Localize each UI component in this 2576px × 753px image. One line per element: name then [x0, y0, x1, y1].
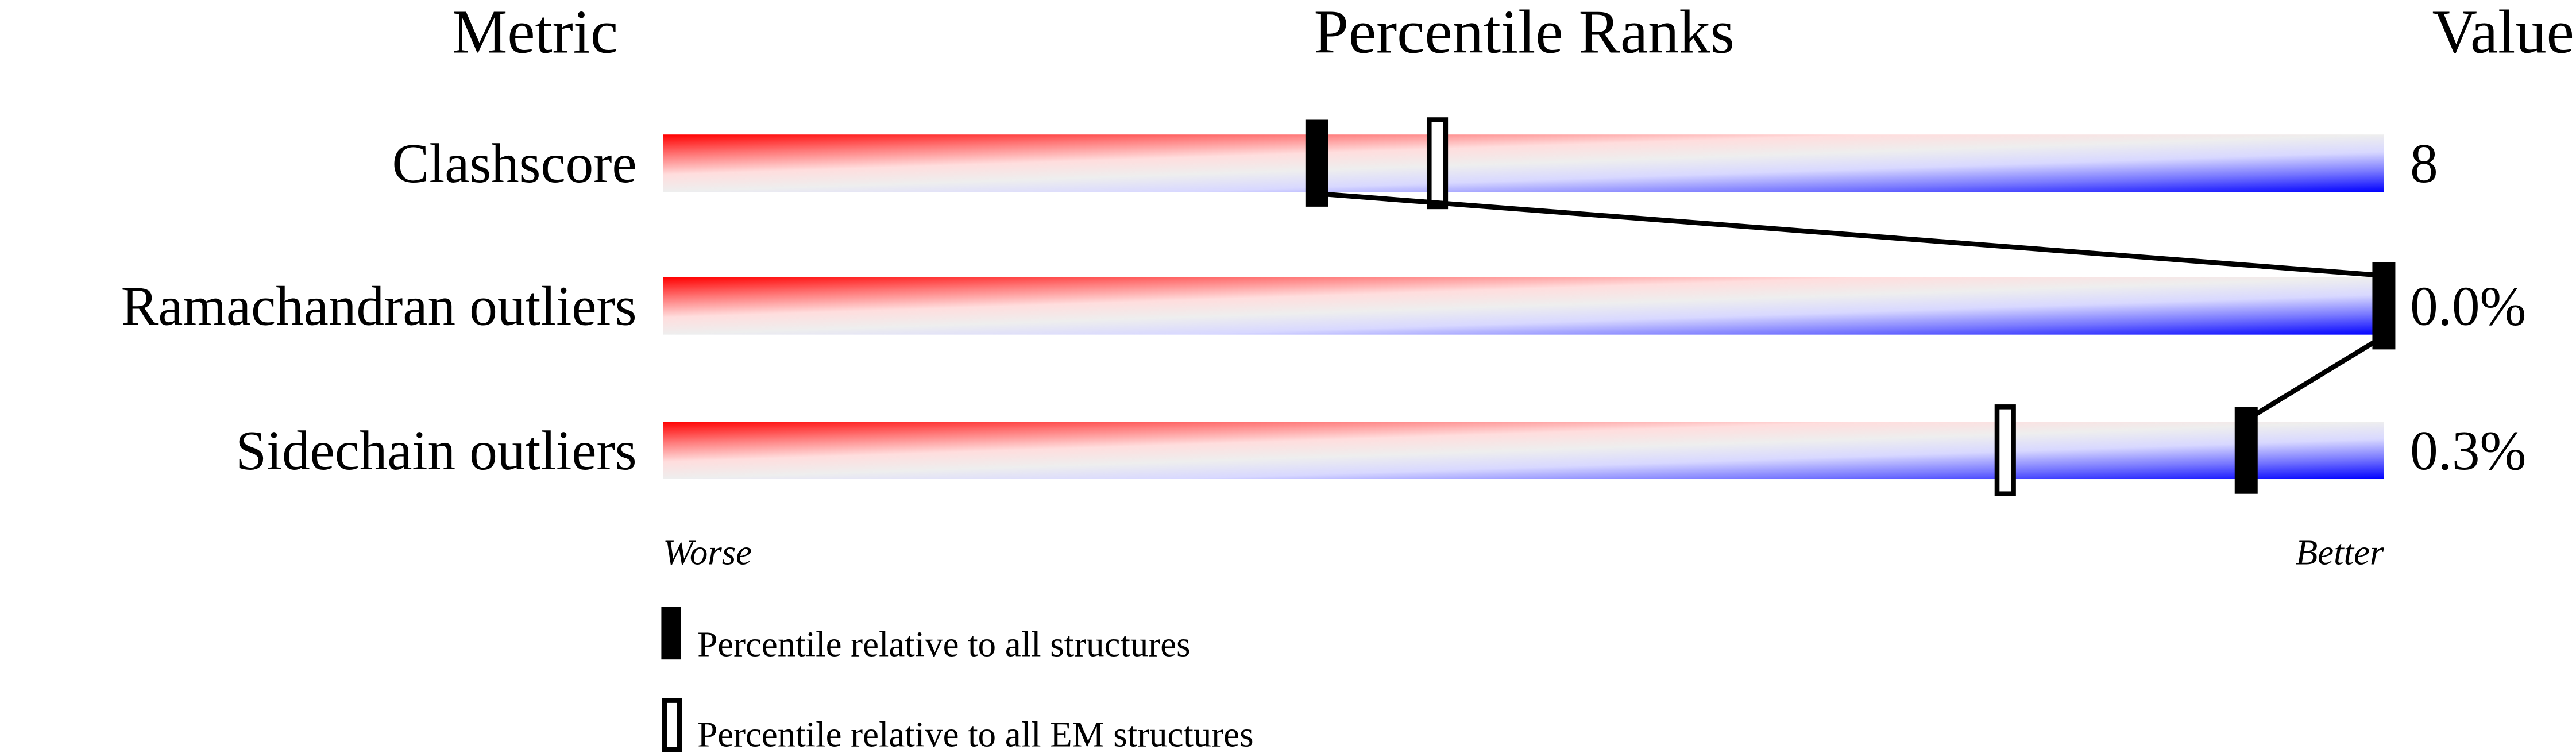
em-percentile-marker [1994, 404, 2016, 497]
header-value: Value [2432, 0, 2574, 66]
header-percentile-ranks: Percentile Ranks [1314, 0, 1735, 66]
metric-label: Sidechain outliers [235, 420, 637, 482]
percentile-bar [663, 134, 2384, 192]
connector-line [1316, 191, 2384, 279]
header-metric: Metric [452, 0, 618, 66]
metric-value: 8 [2410, 133, 2438, 195]
legend-all-label: Percentile relative to all structures [697, 624, 1190, 664]
legend-em-label: Percentile relative to all EM structures [697, 715, 1253, 753]
better-label: Better [2296, 532, 2384, 573]
metric-value: 0.3% [2410, 420, 2526, 482]
connector-line [2245, 334, 2385, 422]
percentile-bar [663, 422, 2384, 480]
metric-label: Ramachandran outliers [121, 276, 637, 338]
legend-filled-marker [661, 607, 681, 660]
metric-label: Clashscore [392, 133, 636, 195]
metric-value: 0.0% [2410, 276, 2526, 338]
worse-label: Worse [663, 532, 752, 573]
em-percentile-marker [1426, 117, 1449, 210]
all-percentile-marker [2234, 407, 2258, 494]
percentile-bar [663, 277, 2384, 335]
legend-open-marker [662, 698, 682, 752]
